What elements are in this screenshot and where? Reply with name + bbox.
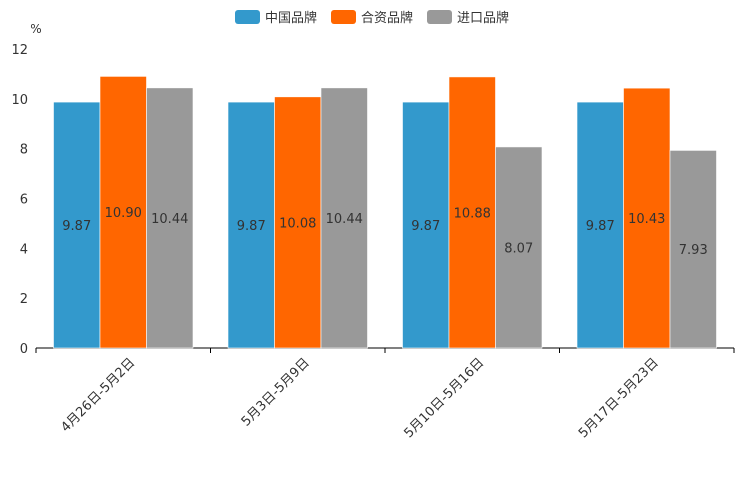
bar-groups: [53, 76, 717, 349]
bar-value-label: 9.87: [237, 219, 266, 234]
x-tick-label: 5月17日-5月23日: [576, 355, 662, 441]
bar-value-label: 9.87: [586, 219, 615, 234]
legend-item-china-brand[interactable]: 中国品牌: [234, 7, 317, 26]
y-axis-ticks: 0 2 4 6 8 10 12: [11, 43, 28, 357]
bar-value-label: 9.87: [62, 219, 91, 234]
bar[interactable]: [320, 87, 368, 349]
y-tick-label: 12: [11, 43, 28, 58]
bar-value-label: 7.93: [679, 243, 708, 258]
chart-legend: 中国品牌 合资品牌 进口品牌: [0, 7, 744, 26]
bar-value-label: 10.88: [454, 206, 491, 221]
bar[interactable]: [448, 76, 496, 349]
bar[interactable]: [53, 101, 101, 349]
bar-value-label: 10.43: [628, 212, 665, 227]
legend-swatch-import-brand: [427, 9, 452, 24]
legend-item-import-brand[interactable]: 进口品牌: [427, 7, 509, 26]
bar[interactable]: [227, 101, 275, 349]
y-tick-label: 4: [20, 242, 28, 257]
x-tick-label: 5月3日-5月9日: [239, 355, 313, 429]
bar[interactable]: [576, 101, 624, 349]
bar-value-label: 10.44: [326, 212, 363, 227]
bar[interactable]: [99, 76, 147, 349]
y-tick-label: 0: [20, 342, 28, 357]
bar[interactable]: [623, 87, 671, 349]
legend-swatch-joint-venture-brand: [330, 9, 356, 24]
bar[interactable]: [274, 96, 322, 349]
x-tick-label: 5月10日-5月16日: [402, 355, 488, 441]
legend-label-import-brand: 进口品牌: [457, 11, 510, 26]
bar-value-label: 8.07: [504, 241, 533, 256]
y-tick-label: 10: [11, 93, 28, 108]
x-tick-label: 4月26日-5月2日: [58, 355, 138, 435]
x-axis-labels: 4月26日-5月2日 5月3日-5月9日 5月10日-5月16日 5月17日-5月23…: [58, 355, 661, 441]
legend-swatch-china-brand: [234, 9, 260, 24]
bar-value-label: 9.87: [411, 219, 440, 234]
bar-value-label: 10.08: [279, 216, 316, 231]
legend-item-joint-venture-brand[interactable]: 合资品牌: [330, 7, 413, 26]
legend-label-china-brand: 中国品牌: [264, 11, 317, 26]
x-axis-ticks: [35, 348, 735, 353]
bar-value-label: 10.44: [151, 212, 188, 227]
legend-label-joint-venture-brand: 合资品牌: [360, 11, 413, 26]
bar-value-label: 10.90: [105, 206, 142, 221]
y-tick-label: 8: [20, 143, 28, 158]
bar[interactable]: [146, 87, 194, 349]
bar[interactable]: [402, 101, 450, 349]
y-tick-label: 6: [20, 193, 28, 208]
bar[interactable]: [495, 146, 543, 349]
bar-value-labels: 9.87 9.87 9.87 9.87 10.90 10.08 10.88 10.43 10.4…: [62, 206, 707, 258]
y-axis-unit-label: %: [30, 22, 41, 36]
y-tick-label: 2: [20, 292, 28, 307]
bar[interactable]: [669, 150, 717, 349]
